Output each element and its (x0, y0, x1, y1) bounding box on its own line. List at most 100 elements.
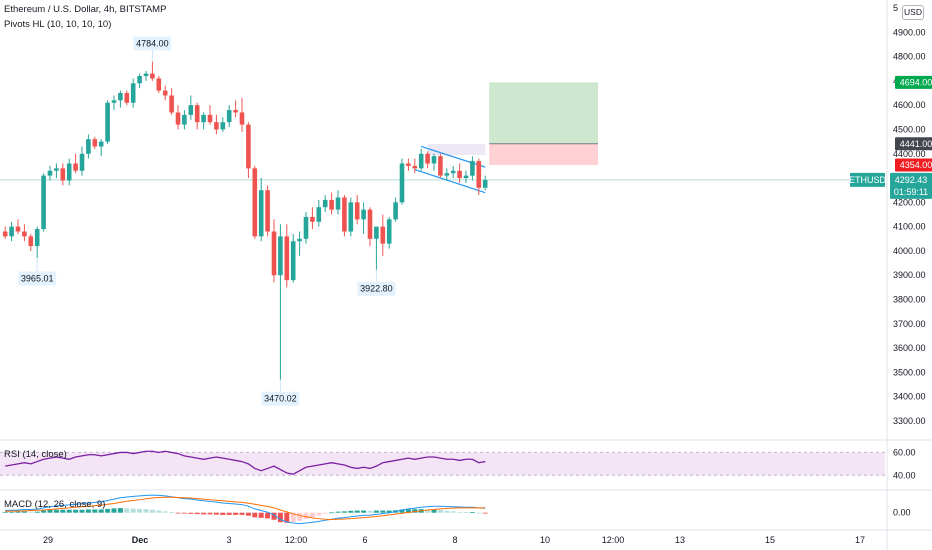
macd-histogram-bar (233, 512, 239, 515)
signal-line (5, 496, 486, 521)
time-tick-label: Dec (132, 535, 149, 545)
price-axis[interactable]: 4900.004800.004700.004600.004500.004400.… (849, 27, 932, 518)
candle-body (438, 156, 443, 176)
macd-histogram-bar (47, 510, 53, 513)
chart-title: Ethereum / U.S. Dollar, 4h, BITSTAMP (4, 4, 167, 15)
candle-body (111, 100, 117, 103)
target-zone (489, 82, 598, 144)
macd-histogram-bar (450, 511, 456, 513)
macd-pane[interactable] (2, 494, 488, 525)
flag-lower-line (414, 168, 486, 194)
time-axis[interactable]: 29 Dec 3 12:00 6 8 10 12:00 13 15 17 (43, 535, 865, 545)
macd-histogram-bar (79, 509, 85, 513)
candle-body (22, 231, 27, 237)
pivot-label-box (357, 281, 396, 296)
macd-histogram-bar (284, 512, 290, 523)
candle-body (79, 153, 85, 171)
price-tag-label: 4354.00 (900, 160, 932, 170)
macd-histogram-bar (431, 509, 437, 513)
candle-body (233, 110, 238, 113)
macd-histogram-bar (277, 512, 283, 523)
time-tick-label: 15 (765, 535, 775, 545)
price-tick-label: 3300.00 (893, 416, 926, 426)
macd-histogram-bar (425, 509, 431, 513)
macd-histogram-bar (188, 512, 194, 514)
macd-histogram-bar (354, 510, 360, 513)
macd-histogram-bar (34, 511, 40, 513)
macd-histogram-bar (92, 509, 98, 513)
macd-histogram-bar (437, 510, 443, 513)
macd-histogram-bar (15, 511, 21, 513)
candle-body (252, 168, 258, 237)
macd-line (5, 494, 486, 525)
macd-histogram-bar (124, 508, 130, 513)
pivot-label: 4784.00 (136, 38, 169, 48)
candle-body (322, 199, 328, 208)
indicator-label: Pivots HL (10, 10, 10, 10) (4, 19, 112, 30)
macd-histogram-bar (258, 512, 264, 518)
candle-body (162, 90, 168, 96)
candle-body (73, 163, 78, 171)
candle-body (41, 175, 46, 230)
time-tick-label: 12:00 (285, 535, 308, 545)
candle-body (47, 170, 53, 176)
candle-body (271, 231, 277, 276)
symbol-label: ETHUSD (849, 175, 887, 185)
candle-body (393, 202, 398, 220)
macd-histogram-bar (341, 511, 347, 513)
macd-histogram-bar (380, 510, 386, 513)
price-tag (895, 137, 932, 151)
macd-histogram-bar (73, 509, 79, 513)
candle-body (66, 163, 72, 181)
last-price-badge (890, 172, 932, 199)
candle-body (297, 238, 302, 242)
macd-histogram-bar (361, 510, 367, 513)
macd-histogram-bar (117, 508, 123, 513)
candle-body (418, 153, 424, 169)
price-tick-label: 4000.00 (893, 246, 926, 256)
price-tick-label: 3500.00 (893, 367, 926, 377)
candle-body (92, 139, 98, 147)
candle-body (406, 163, 411, 166)
candle-body (310, 216, 315, 222)
macd-histogram-bar (169, 512, 175, 513)
macd-histogram-bar (156, 510, 162, 513)
time-tick-label: 6 (362, 535, 367, 545)
candle-body (34, 229, 40, 247)
macd-histogram-bar (322, 512, 328, 514)
candle-body (54, 168, 59, 171)
macd-histogram-bar (303, 512, 309, 519)
candle-body (15, 226, 21, 232)
candle-body (482, 179, 488, 188)
macd-histogram-bar (53, 509, 59, 513)
macd-histogram-bar (469, 512, 475, 513)
candle-body (86, 139, 91, 154)
macd-label: MACD (12, 26, close, 9) (4, 499, 106, 510)
macd-histogram-bar (399, 509, 405, 513)
currency-badge[interactable]: USD (902, 5, 924, 20)
price-tick-label: 3800.00 (893, 295, 926, 305)
candle-body (150, 73, 155, 79)
candle-body (335, 197, 341, 210)
pivot-label-box (261, 391, 300, 406)
candle-body (265, 190, 270, 232)
main-pane[interactable]: 4784.00 3965.01 3470.02 3922.80 (0, 36, 885, 406)
macd-histogram-bar (201, 512, 207, 515)
macd-histogram-bar (130, 508, 136, 513)
candle-body (226, 110, 232, 123)
price-tick-label: 4200.00 (893, 197, 926, 207)
candle-body (278, 236, 283, 276)
macd-histogram-bar (335, 511, 341, 513)
candle-body (9, 226, 14, 237)
macd-histogram-bar (105, 508, 111, 513)
candle-body (450, 170, 456, 174)
price-tick-label: 4500.00 (893, 124, 926, 134)
macd-histogram-bar (252, 512, 258, 518)
candle-body (188, 105, 194, 115)
candle-body (367, 209, 373, 239)
price-tick-label: 3600.00 (893, 343, 926, 353)
price-tick-label: 4600.00 (893, 100, 926, 110)
price-tag-label: 4441.00 (900, 139, 932, 149)
rsi-pane[interactable] (0, 450, 885, 476)
